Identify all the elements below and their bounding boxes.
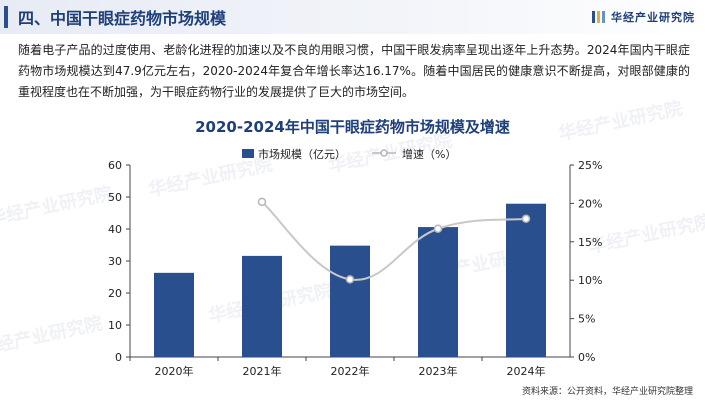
- legend-line-marker: [380, 149, 388, 157]
- bar-market-size: [242, 255, 282, 357]
- line-growth-point: [257, 197, 267, 207]
- bar-market-size: [154, 272, 194, 357]
- y-right-tick-label: 10%: [578, 274, 602, 287]
- legend-bar-label: 市场规模（亿元）: [258, 147, 346, 161]
- y-left-tick-label: 10: [108, 319, 122, 332]
- x-tick-label: 2021年: [243, 364, 282, 378]
- y-left-tick-label: 20: [108, 287, 122, 300]
- watermark-text: 华经产业研究院: [586, 210, 705, 258]
- bar-market-size: [506, 203, 546, 357]
- x-tick-label: 2024年: [507, 364, 546, 378]
- intro-paragraph: 随着电子产品的过度使用、老龄化进程的加速以及不良的用眼习惯，中国干眼发病率呈现出…: [18, 43, 690, 99]
- source-note: 资料来源：公开资料，华经产业研究院整理: [521, 387, 693, 397]
- legend-line-label: 增速（%）: [402, 147, 456, 161]
- y-right-tick-label: 5%: [578, 313, 595, 326]
- legend-bar-swatch: [242, 149, 254, 158]
- logo-text: 华经产业研究院: [611, 11, 695, 24]
- y-left-tick-label: 40: [108, 223, 122, 236]
- y-right-tick-label: 15%: [578, 236, 602, 249]
- y-left-tick-label: 60: [108, 159, 122, 172]
- watermark-text: 华经产业研究院: [0, 182, 114, 230]
- line-growth-rate: [261, 201, 527, 281]
- bar-market-size: [418, 227, 458, 357]
- x-tick-label: 2022年: [331, 364, 370, 378]
- y-right-tick-label: 25%: [578, 159, 602, 172]
- x-tick-label: 2023年: [419, 364, 458, 378]
- line-growth-point: [433, 224, 443, 233]
- y-left-tick-label: 30: [108, 255, 122, 268]
- logo-icon: [592, 11, 605, 23]
- line-growth-point: [521, 214, 531, 224]
- bar-market-size: [330, 245, 370, 357]
- y-left-tick-label: 50: [108, 191, 122, 204]
- watermark-text: 华经产业研究院: [146, 153, 274, 201]
- watermark-text: 华经产业研究院: [556, 97, 684, 145]
- y-right-tick-label: 0%: [578, 351, 595, 364]
- header-accent-bar: [4, 6, 8, 28]
- y-left-tick-label: 0: [115, 351, 122, 364]
- y-right-tick-label: 20%: [578, 197, 602, 210]
- page-title: 四、中国干眼症药物市场规模: [18, 9, 227, 28]
- x-tick-label: 2020年: [155, 364, 194, 378]
- header-banner: 四、中国干眼症药物市场规模 华经产业研究院: [0, 0, 705, 34]
- chart-title: 2020-2024年中国干眼症药物市场规模及增速: [195, 118, 510, 136]
- line-growth-point: [345, 275, 355, 284]
- watermark-text: 华经产业研究院: [0, 312, 104, 360]
- brand-logo: 华经产业研究院: [592, 9, 695, 25]
